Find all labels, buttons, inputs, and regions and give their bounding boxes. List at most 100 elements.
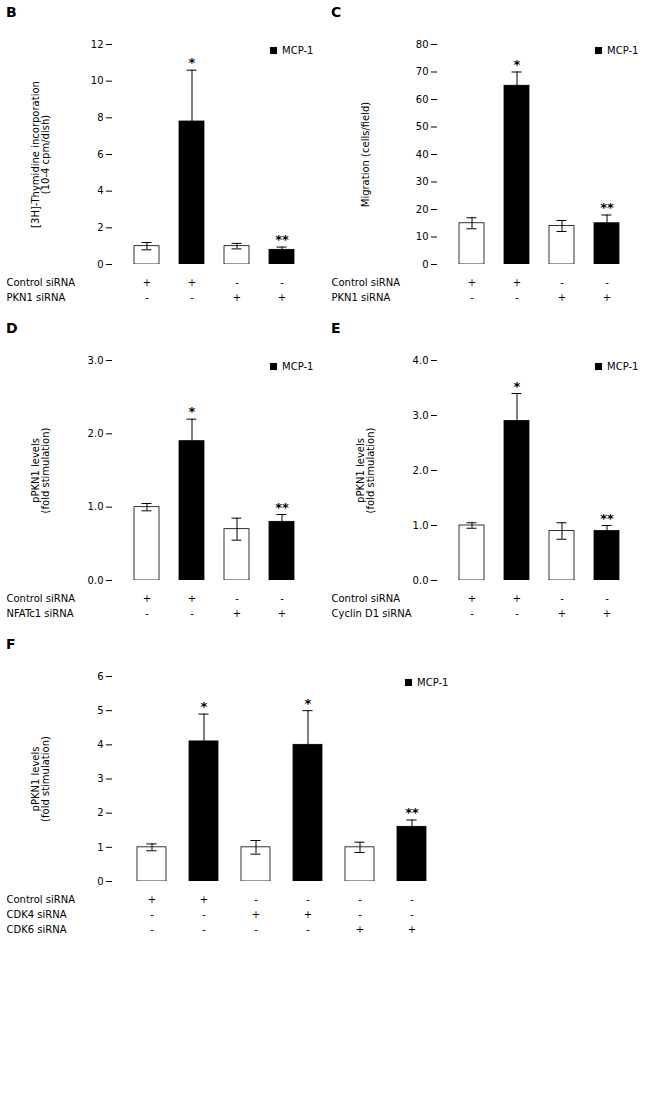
svg-text:+: + bbox=[143, 277, 151, 288]
svg-text:10: 10 bbox=[91, 75, 104, 86]
svg-text:+: + bbox=[513, 593, 521, 604]
svg-text:**: ** bbox=[405, 805, 419, 820]
svg-text:CDK4 siRNA: CDK4 siRNA bbox=[7, 909, 67, 920]
svg-text:**: ** bbox=[275, 232, 289, 247]
svg-text:CDK6 siRNA: CDK6 siRNA bbox=[7, 924, 67, 935]
svg-text:0: 0 bbox=[97, 876, 103, 887]
svg-text:pPKN1 levels(fold stimulation): pPKN1 levels(fold stimulation) bbox=[355, 428, 376, 514]
svg-text:60: 60 bbox=[416, 94, 429, 105]
svg-text:+: + bbox=[356, 924, 364, 935]
svg-text:Control siRNA: Control siRNA bbox=[7, 894, 76, 905]
svg-text:0: 0 bbox=[422, 259, 428, 270]
svg-text:6: 6 bbox=[97, 149, 103, 160]
svg-text:50: 50 bbox=[416, 121, 429, 132]
svg-text:*: * bbox=[189, 55, 196, 70]
svg-text:-: - bbox=[515, 608, 519, 619]
svg-text:+: + bbox=[143, 593, 151, 604]
svg-text:2.0: 2.0 bbox=[88, 428, 104, 439]
svg-text:*: * bbox=[514, 57, 521, 72]
svg-text:-: - bbox=[202, 924, 206, 935]
svg-text:-: - bbox=[410, 894, 414, 905]
svg-text:-: - bbox=[410, 909, 414, 920]
svg-text:+: + bbox=[233, 608, 241, 619]
svg-text:+: + bbox=[468, 277, 476, 288]
svg-text:5: 5 bbox=[97, 705, 103, 716]
svg-text:[3H]-Thymidine incorporation(1: [3H]-Thymidine incorporation(10-4 cpm/di… bbox=[30, 81, 51, 228]
svg-text:-: - bbox=[560, 593, 564, 604]
svg-text:+: + bbox=[468, 593, 476, 604]
svg-text:*: * bbox=[201, 699, 208, 714]
svg-text:-: - bbox=[145, 292, 149, 303]
svg-text:-: - bbox=[190, 608, 194, 619]
svg-text:-: - bbox=[605, 593, 609, 604]
svg-text:70: 70 bbox=[416, 66, 429, 77]
svg-text:MCP-1: MCP-1 bbox=[417, 677, 448, 688]
svg-text:4.0: 4.0 bbox=[413, 355, 429, 366]
svg-text:-: - bbox=[470, 292, 474, 303]
svg-text:pPKN1 levels(fold stimulation): pPKN1 levels(fold stimulation) bbox=[30, 428, 51, 514]
svg-text:8: 8 bbox=[97, 112, 103, 123]
svg-text:-: - bbox=[560, 277, 564, 288]
svg-text:1.0: 1.0 bbox=[88, 501, 104, 512]
svg-text:-: - bbox=[235, 277, 239, 288]
svg-text:-: - bbox=[254, 924, 258, 935]
svg-text:PKN1 siRNA: PKN1 siRNA bbox=[7, 292, 66, 303]
svg-text:80: 80 bbox=[416, 39, 429, 50]
svg-text:+: + bbox=[148, 894, 156, 905]
svg-text:+: + bbox=[603, 292, 611, 303]
svg-text:-: - bbox=[605, 277, 609, 288]
svg-text:Control siRNA: Control siRNA bbox=[7, 277, 76, 288]
svg-text:30: 30 bbox=[416, 176, 429, 187]
svg-text:+: + bbox=[200, 894, 208, 905]
svg-text:MCP-1: MCP-1 bbox=[282, 45, 313, 56]
svg-text:+: + bbox=[188, 593, 196, 604]
svg-text:0.0: 0.0 bbox=[413, 575, 429, 586]
svg-text:Control siRNA: Control siRNA bbox=[7, 593, 76, 604]
svg-text:+: + bbox=[188, 277, 196, 288]
svg-text:+: + bbox=[233, 292, 241, 303]
svg-text:-: - bbox=[254, 894, 258, 905]
svg-text:+: + bbox=[252, 909, 260, 920]
svg-text:-: - bbox=[202, 909, 206, 920]
svg-text:3: 3 bbox=[97, 773, 103, 784]
svg-text:MCP-1: MCP-1 bbox=[607, 45, 638, 56]
svg-text:*: * bbox=[305, 696, 312, 711]
svg-text:Migration (cells/field): Migration (cells/field) bbox=[360, 102, 371, 208]
svg-text:+: + bbox=[408, 924, 416, 935]
svg-text:-: - bbox=[190, 292, 194, 303]
svg-text:0: 0 bbox=[97, 259, 103, 270]
svg-text:-: - bbox=[358, 909, 362, 920]
svg-text:+: + bbox=[558, 608, 566, 619]
svg-text:40: 40 bbox=[416, 149, 429, 160]
svg-text:+: + bbox=[278, 292, 286, 303]
svg-text:12: 12 bbox=[91, 39, 104, 50]
svg-text:+: + bbox=[278, 608, 286, 619]
svg-text:20: 20 bbox=[416, 204, 429, 215]
svg-text:Cyclin D1 siRNA: Cyclin D1 siRNA bbox=[332, 608, 412, 619]
svg-text:MCP-1: MCP-1 bbox=[607, 361, 638, 372]
svg-text:-: - bbox=[470, 608, 474, 619]
svg-text:NFATc1 siRNA: NFATc1 siRNA bbox=[7, 608, 74, 619]
svg-text:MCP-1: MCP-1 bbox=[282, 361, 313, 372]
svg-text:3.0: 3.0 bbox=[413, 410, 429, 421]
svg-text:*: * bbox=[189, 404, 196, 419]
svg-text:0.0: 0.0 bbox=[88, 575, 104, 586]
svg-text:**: ** bbox=[275, 500, 289, 515]
svg-text:+: + bbox=[513, 277, 521, 288]
svg-text:-: - bbox=[358, 894, 362, 905]
svg-text:2.0: 2.0 bbox=[413, 465, 429, 476]
svg-text:-: - bbox=[235, 593, 239, 604]
svg-text:PKN1 siRNA: PKN1 siRNA bbox=[332, 292, 391, 303]
svg-text:2: 2 bbox=[97, 807, 103, 818]
svg-text:+: + bbox=[603, 608, 611, 619]
svg-text:-: - bbox=[145, 608, 149, 619]
svg-text:-: - bbox=[306, 894, 310, 905]
svg-text:Control siRNA: Control siRNA bbox=[332, 593, 401, 604]
svg-text:-: - bbox=[150, 909, 154, 920]
svg-text:2: 2 bbox=[97, 222, 103, 233]
svg-text:-: - bbox=[280, 593, 284, 604]
svg-text:*: * bbox=[514, 379, 521, 394]
svg-text:-: - bbox=[306, 924, 310, 935]
svg-text:-: - bbox=[515, 292, 519, 303]
svg-text:10: 10 bbox=[416, 231, 429, 242]
